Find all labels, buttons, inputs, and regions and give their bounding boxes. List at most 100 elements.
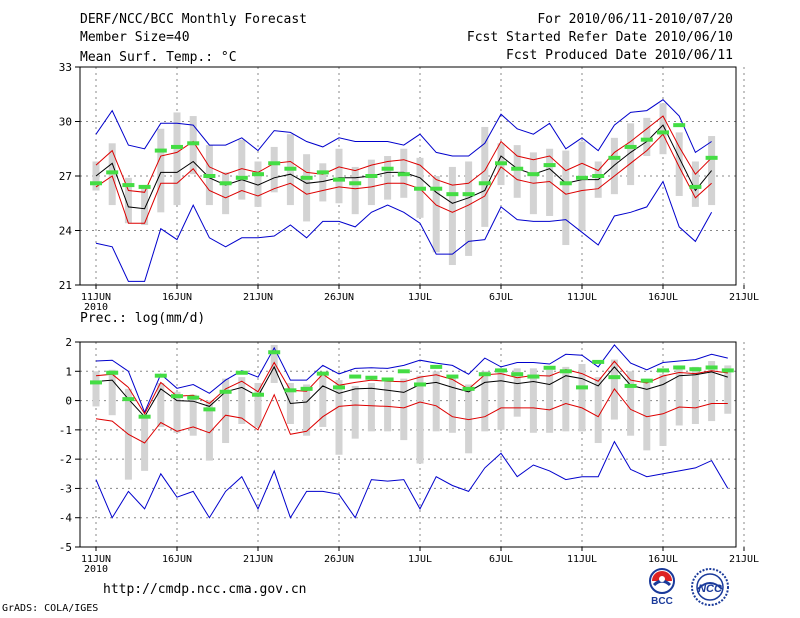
ensemble-range-bar (270, 146, 278, 193)
observed-marker (381, 166, 394, 171)
observed-marker (154, 148, 167, 153)
observed-marker (349, 374, 362, 379)
observed-marker (349, 181, 362, 186)
x-tick-label: 16JUL (648, 554, 678, 565)
observed-marker (268, 350, 281, 355)
ensemble-range-bar (367, 383, 375, 432)
x-tick-label: 11JUN (81, 292, 111, 303)
ensemble-range-bar (157, 383, 165, 427)
observed-marker (203, 407, 216, 412)
observed-marker (106, 170, 119, 175)
observed-marker (576, 385, 588, 390)
ensemble-range-bar (141, 186, 149, 226)
x-tick-label: 6JUL (489, 554, 513, 565)
source-url[interactable]: http://cmdp.ncc.cma.gov.cn (103, 582, 307, 597)
observed-marker (511, 166, 524, 171)
ensemble-range-bar (513, 145, 521, 198)
ncc-logo-text: NCC (698, 583, 723, 595)
ensemble-range-bar (351, 385, 359, 439)
grads-credit: GrADS: COLA/IGES (2, 603, 99, 614)
observed-marker (138, 414, 151, 419)
observed-marker (462, 192, 475, 197)
observed-marker (430, 364, 443, 369)
observed-marker (187, 395, 200, 400)
ensemble-range-bar (627, 123, 635, 186)
observed-marker (268, 161, 281, 166)
x-tick-label: 1JUL (408, 554, 432, 565)
observed-marker (235, 370, 248, 375)
observed-marker (219, 389, 232, 394)
x-tick-label: 26JUN (324, 554, 354, 565)
chart-title: DERF/NCC/BCC Monthly Forecast (80, 12, 307, 27)
ensemble-range-bar (513, 368, 521, 417)
observed-marker (284, 388, 297, 393)
x-tick-label: 21JUN (243, 292, 273, 303)
series-std-lower-line (95, 388, 728, 444)
ensemble-range-bar (675, 365, 683, 426)
ensemble-range-bar (691, 161, 699, 207)
observed-marker (219, 181, 232, 186)
x-tick-label: 11JUN (81, 554, 111, 565)
observed-marker (527, 172, 540, 177)
ensemble-range-bar (367, 159, 375, 206)
ensemble-range-bar (205, 400, 213, 461)
observed-marker (365, 174, 378, 178)
ensemble-range-bar (351, 166, 359, 215)
observed-marker (673, 365, 686, 370)
ensemble-range-bar (529, 368, 537, 433)
ensemble-range-bar (303, 154, 311, 222)
observed-marker (511, 372, 524, 377)
ensemble-range-bar (708, 361, 716, 422)
y-tick-label: 0 (65, 395, 72, 408)
ensemble-range-bar (691, 366, 699, 424)
y-tick-label: 21 (59, 279, 72, 292)
ensemble-range-bar (448, 377, 456, 433)
x-tick-label: 6JUL (489, 292, 513, 303)
ensemble-range-bar (708, 136, 716, 206)
ensemble-range-bar (546, 369, 554, 433)
x-tick-label: 21JUL (729, 554, 759, 565)
observed-marker (252, 172, 264, 177)
observed-marker (689, 184, 702, 189)
ensemble-range-bar (319, 163, 327, 202)
y-tick-label: 2 (65, 336, 72, 349)
observed-marker (316, 170, 329, 175)
observed-marker (446, 374, 459, 379)
observed-marker (365, 375, 378, 380)
observed-marker (430, 186, 443, 191)
ensemble-range-bar (157, 128, 165, 213)
ensemble-range-bar (627, 371, 635, 436)
observed-marker (640, 137, 653, 142)
ensemble-range-bar (578, 141, 586, 231)
ensemble-range-bar (173, 112, 181, 206)
x-year-label: 2010 (84, 564, 108, 575)
x-tick-label: 26JUN (324, 292, 354, 303)
y-tick-label: 27 (59, 170, 72, 183)
observed-marker (138, 184, 151, 189)
observed-marker (316, 371, 329, 376)
observed-marker (462, 386, 475, 391)
observed-marker (543, 163, 556, 168)
observed-marker (721, 368, 734, 373)
ensemble-range-bar (173, 391, 181, 433)
series-max-line (95, 344, 728, 414)
observed-marker (252, 392, 264, 397)
observed-marker (235, 175, 248, 180)
observed-marker (608, 155, 621, 160)
panel-precipitation: Prec.: log(mm/d) -5 -4 -3 -2 -1 0 1 2 11JUN 16JUN 2… (59, 311, 759, 575)
ensemble-range-bar (562, 150, 570, 246)
ensemble-range-bar (270, 344, 278, 383)
ensemble-range-bar (108, 369, 116, 416)
ensemble-range-bar (303, 384, 311, 436)
observed-marker (592, 359, 605, 364)
ensemble-range-bar (222, 378, 230, 444)
ensemble-range-bar (238, 139, 246, 200)
series-mean-line (95, 365, 728, 418)
observed-marker (673, 123, 686, 128)
ensemble-range-bar (222, 172, 230, 215)
observed-marker (495, 161, 507, 166)
ensemble-range-bar (189, 394, 197, 436)
ensemble-range-bar (384, 380, 392, 432)
observed-marker (171, 144, 183, 149)
ensemble-range-bar (659, 103, 667, 155)
